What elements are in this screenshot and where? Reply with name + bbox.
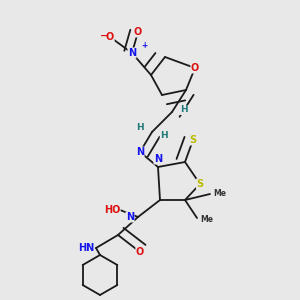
Text: N: N	[128, 48, 136, 58]
Text: H: H	[136, 124, 144, 133]
Text: +: +	[141, 41, 147, 50]
Text: O: O	[191, 63, 199, 73]
Text: O: O	[106, 32, 114, 42]
Text: S: S	[196, 179, 204, 189]
Text: O: O	[136, 247, 144, 257]
Text: Me: Me	[213, 190, 226, 199]
Text: N: N	[126, 212, 134, 222]
Text: S: S	[189, 135, 197, 145]
Text: HN: HN	[78, 243, 94, 253]
Text: H: H	[160, 130, 168, 140]
Text: H: H	[180, 106, 188, 115]
Text: N: N	[154, 154, 162, 164]
Text: −: −	[100, 31, 108, 41]
Text: O: O	[134, 27, 142, 37]
Text: N: N	[136, 147, 144, 157]
Text: HO: HO	[104, 205, 120, 215]
Text: Me: Me	[200, 215, 213, 224]
